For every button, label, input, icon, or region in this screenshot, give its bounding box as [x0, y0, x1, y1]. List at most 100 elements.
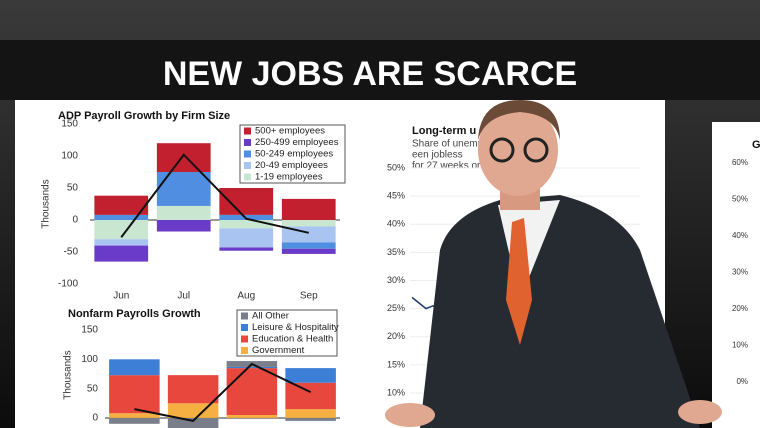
legend-label: Leisure & Hospitality	[252, 322, 339, 333]
y-tick-label: 0%	[736, 377, 748, 386]
y-tick-label: 0	[72, 215, 78, 226]
bar-segment	[156, 205, 211, 220]
bar-segment	[94, 239, 149, 246]
headline: NEW JOBS ARE SCARCE	[163, 55, 577, 93]
legend-swatch	[244, 150, 251, 158]
legend-label: 500+ employees	[255, 126, 325, 137]
legend-swatch	[241, 324, 248, 331]
chart-subtitle: een jobless	[412, 150, 463, 161]
bar-segment	[285, 417, 336, 421]
legend-swatch	[244, 127, 251, 135]
bar-segment	[281, 248, 336, 254]
legend-label: 250-499 employees	[255, 137, 339, 148]
y-tick-label: 10%	[387, 387, 405, 397]
y-tick-label: -100	[58, 279, 78, 290]
bar-segment	[226, 415, 278, 418]
x-tick-label: Jun	[113, 291, 129, 302]
y-tick-label: 50%	[387, 162, 405, 172]
legend-swatch	[244, 162, 251, 169]
y-tick-label: 35%	[387, 247, 405, 257]
y-tick-label: 10%	[732, 341, 748, 350]
suit	[420, 195, 700, 428]
hand	[385, 403, 435, 427]
legend-label: All Other	[252, 311, 289, 322]
legend-label: 50-249 employees	[255, 149, 333, 160]
y-tick-label: -50	[64, 247, 79, 258]
bar-segment	[219, 228, 274, 248]
y-tick-label: 20%	[732, 304, 748, 313]
bar-segment	[281, 220, 336, 227]
y-tick-label: 15%	[387, 359, 405, 369]
bar-segment	[94, 220, 149, 240]
y-tick-label: 60%	[732, 158, 748, 167]
x-tick-label: Sep	[300, 291, 318, 302]
x-tick-label: Aug	[237, 291, 255, 302]
legend-swatch	[241, 335, 248, 343]
chart-title: Nonfarm Payrolls Growth	[68, 308, 201, 320]
bar-segment	[94, 214, 149, 220]
screen-panel-right	[712, 122, 760, 428]
y-tick-label: 20%	[387, 331, 405, 341]
bar-segment	[94, 195, 149, 215]
legend-swatch	[241, 312, 248, 320]
bar-segment	[219, 188, 274, 215]
total-line	[134, 362, 312, 422]
y-tick-label: 100	[81, 354, 98, 365]
bar-segment	[109, 359, 160, 376]
legend-label: 1-19 employees	[255, 172, 323, 183]
y-tick-label: 30%	[732, 268, 748, 277]
y-tick-label: 45%	[387, 191, 405, 201]
bar-segment	[281, 242, 336, 249]
legend-swatch	[244, 173, 251, 181]
legend-swatch	[241, 347, 248, 354]
y-tick-label: 40%	[387, 219, 405, 229]
y-tick-label: 0	[92, 413, 98, 424]
bar-segment	[285, 368, 336, 383]
chart-title: Long-term u	[412, 125, 476, 137]
total-line	[120, 153, 309, 238]
legend-label: 20-49 employees	[255, 160, 328, 171]
y-tick-label: 150	[81, 325, 98, 336]
bar-segment	[109, 375, 160, 414]
head	[478, 104, 558, 196]
bar-segment	[156, 143, 211, 172]
bar-segment	[219, 247, 274, 251]
bar-segment	[167, 417, 219, 428]
y-tick-label: 50	[87, 383, 99, 394]
bar-segment	[226, 366, 278, 369]
y-tick-label: 50	[67, 183, 79, 194]
y-tick-label: 25%	[387, 303, 405, 313]
y-tick-label: 30%	[387, 275, 405, 285]
presenter	[385, 100, 722, 428]
bar-segment	[167, 375, 219, 404]
bar-segment	[219, 220, 274, 229]
chart-title: ADP Payroll Growth by Firm Size	[58, 110, 230, 122]
y-tick-label: 150	[61, 119, 78, 130]
bar-segment	[156, 172, 211, 206]
bar-segment	[285, 382, 336, 410]
legend-label: Government	[252, 345, 305, 356]
tie	[506, 218, 532, 345]
legend-box	[236, 309, 338, 357]
glasses	[489, 137, 515, 163]
legend-box	[239, 124, 346, 184]
bar-segment	[109, 413, 160, 418]
bar-segment	[109, 417, 160, 424]
chart-subtitle: Share of unemp	[412, 139, 484, 150]
y-axis-label: Thousands	[41, 179, 52, 228]
legend-swatch	[244, 139, 251, 146]
bar-segment	[94, 245, 149, 262]
charts: ADP Payroll Growth by Firm Size Thousands…	[41, 110, 760, 428]
y-tick-label: 50%	[732, 195, 748, 204]
y-axis-label: Thousands	[63, 350, 74, 399]
bar-segment	[156, 220, 211, 232]
bar-segment	[167, 403, 219, 418]
x-tick-label: Jul	[177, 291, 190, 302]
legend-label: Education & Health	[252, 334, 333, 345]
chart-title: G	[752, 139, 760, 151]
y-tick-label: 40%	[732, 231, 748, 240]
hand	[678, 400, 722, 424]
bar-segment	[281, 198, 336, 220]
